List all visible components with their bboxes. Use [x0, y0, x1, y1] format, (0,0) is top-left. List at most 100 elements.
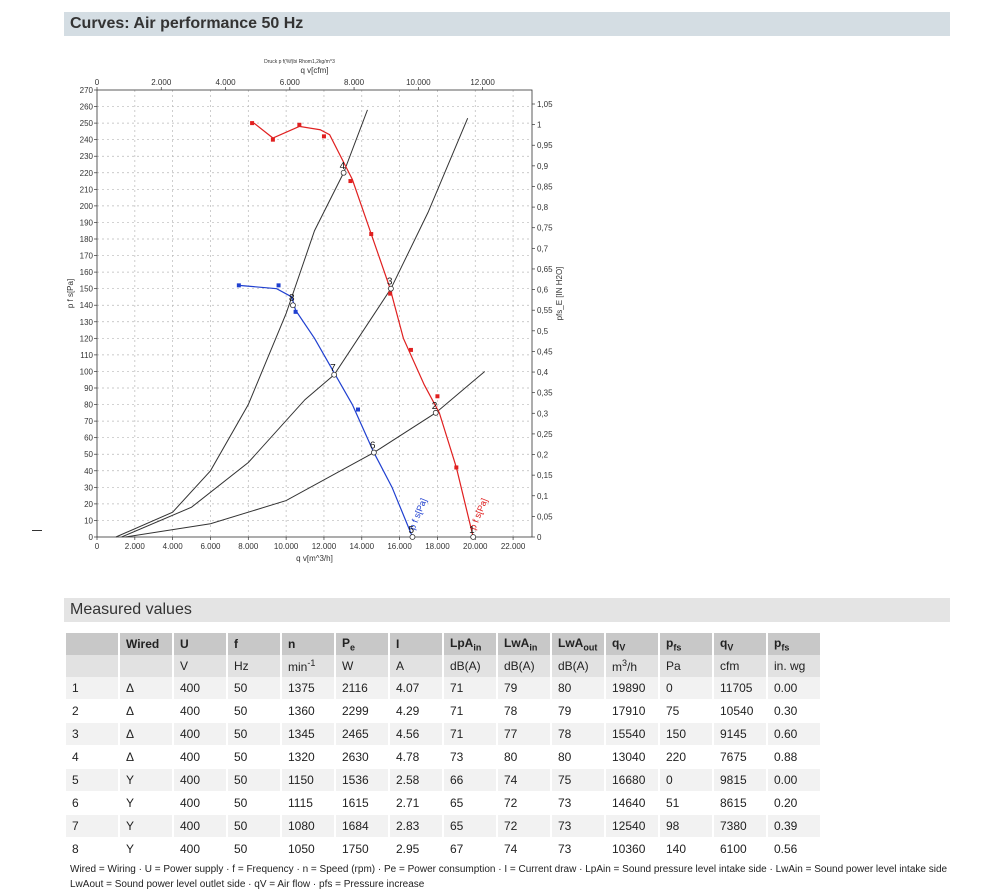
column-unit: m3/h — [605, 655, 660, 677]
table-cell: 78 — [551, 722, 606, 746]
table-cell: 73 — [551, 837, 606, 861]
table-row: 4 Δ 400 50 1320 2630 4.78 73 80 80 13040 220 7675 0.8… — [66, 745, 822, 769]
operating-point-label: 7 — [330, 363, 336, 374]
table-row: 2 Δ 400 50 1360 2299 4.29 71 78 79 17910 75 10540 0.3… — [66, 699, 822, 723]
chart-title: Druck p f(%f)bi Rhom1,2kg/m^3 — [264, 59, 335, 65]
y-tick-label: 50 — [84, 450, 93, 459]
system-curve — [121, 117, 469, 538]
column-header: LwAin — [497, 633, 552, 655]
x-tick-label: 10.000 — [274, 542, 299, 551]
table-cell: 400 — [173, 722, 228, 746]
series-marker — [321, 134, 326, 139]
series-marker — [250, 121, 255, 126]
y-tick-label: 220 — [80, 169, 94, 178]
series-marker — [297, 122, 302, 127]
y2-tick-label: 0,05 — [537, 512, 553, 521]
section-header-measured: Measured values — [64, 598, 950, 622]
column-header: LpAin — [443, 633, 498, 655]
column-header: U — [173, 633, 228, 655]
table-cell: Y — [119, 791, 174, 815]
table-cell: 13040 — [605, 745, 660, 769]
table-cell: Δ — [119, 722, 174, 746]
legend-line-2: LwAout = Sound power level outlet side ·… — [70, 879, 425, 890]
y-tick-label: 270 — [80, 86, 94, 95]
table-cell: 0.39 — [767, 814, 822, 838]
y2-tick-label: 0,5 — [537, 327, 549, 336]
column-unit — [66, 655, 120, 677]
table-cell: 11705 — [713, 677, 768, 700]
column-unit: V — [173, 655, 228, 677]
table-cell: 0.30 — [767, 699, 822, 723]
series-marker — [348, 179, 353, 184]
table-cell: 50 — [227, 791, 282, 815]
x-tick-label: 14.000 — [350, 542, 375, 551]
table-cell: 65 — [443, 814, 498, 838]
y2-tick-label: 0,4 — [537, 368, 549, 377]
table-cell: 2465 — [335, 722, 390, 746]
y-tick-label: 210 — [80, 185, 94, 194]
x2-tick-label: 8.000 — [344, 78, 365, 87]
table-row: 6 Y 400 50 1115 1615 2.71 65 72 73 14640 51 8615 0.20 — [66, 791, 822, 815]
y-tick-label: 100 — [80, 367, 94, 376]
table-cell: 66 — [443, 768, 498, 792]
y-tick-label: 70 — [84, 417, 93, 426]
table-cell: 77 — [497, 722, 552, 746]
x-tick-label: 6.000 — [200, 542, 221, 551]
y-tick-label: 250 — [80, 119, 94, 128]
table-cell: 12540 — [605, 814, 660, 838]
operating-point-label: 4 — [340, 161, 346, 172]
table-cell: 1320 — [281, 745, 336, 769]
section-title: Measured values — [70, 601, 192, 618]
operating-point-label: 1 — [469, 525, 475, 536]
table-cell: Y — [119, 837, 174, 861]
table-cell: 1050 — [281, 837, 336, 861]
y-tick-label: 20 — [84, 500, 93, 509]
table-cell: 80 — [497, 745, 552, 769]
section-title: Curves: Air performance 50 Hz — [70, 15, 304, 32]
system-curve — [125, 371, 486, 538]
column-unit: A — [389, 655, 444, 677]
column-unit: in. wg — [767, 655, 822, 677]
table-cell: 0.88 — [767, 745, 822, 769]
table-cell: 74 — [497, 768, 552, 792]
table-cell: 220 — [659, 745, 714, 769]
series-marker — [454, 465, 459, 470]
y2-tick-label: 0,55 — [537, 306, 553, 315]
table-cell: 4.56 — [389, 722, 444, 746]
column-header: n — [281, 633, 336, 655]
column-header: pfs — [659, 633, 714, 655]
table-cell: 71 — [443, 677, 498, 700]
y2-tick-label: 0,15 — [537, 471, 553, 480]
system-curve — [115, 109, 368, 538]
table-cell: 73 — [443, 745, 498, 769]
y-tick-label: 90 — [84, 384, 93, 393]
table-cell: 0.00 — [767, 768, 822, 792]
operating-point — [388, 285, 394, 292]
table-cell: 2116 — [335, 677, 390, 700]
y2-axis-label: pfs_E [IN H2O] — [555, 267, 564, 321]
table-cell: 1115 — [281, 791, 336, 815]
column-unit: dB(A) — [497, 655, 552, 677]
y2-tick-label: 0,6 — [537, 286, 549, 295]
table-cell: 1684 — [335, 814, 390, 838]
y-tick-label: 200 — [80, 202, 94, 211]
margin-mark — [32, 530, 42, 531]
table-cell: 75 — [659, 699, 714, 723]
table-cell: 2.71 — [389, 791, 444, 815]
table-cell: 9815 — [713, 768, 768, 792]
abbreviation-legend: Wired = Wiring · U = Power supply · f = … — [70, 862, 950, 892]
y-tick-label: 150 — [80, 285, 94, 294]
column-unit: min-1 — [281, 655, 336, 677]
y-tick-label: 160 — [80, 268, 94, 277]
y2-tick-label: 0,8 — [537, 203, 549, 212]
table-cell: 79 — [551, 699, 606, 723]
operating-point — [409, 534, 416, 540]
table-cell: 50 — [227, 814, 282, 838]
y2-tick-label: 0,65 — [537, 265, 553, 274]
table-cell: 16680 — [605, 768, 660, 792]
table-cell: 3 — [66, 722, 120, 746]
y2-tick-label: 0,85 — [537, 182, 553, 191]
table-cell: 71 — [443, 722, 498, 746]
y-tick-label: 110 — [80, 351, 93, 360]
table-cell: Y — [119, 814, 174, 838]
